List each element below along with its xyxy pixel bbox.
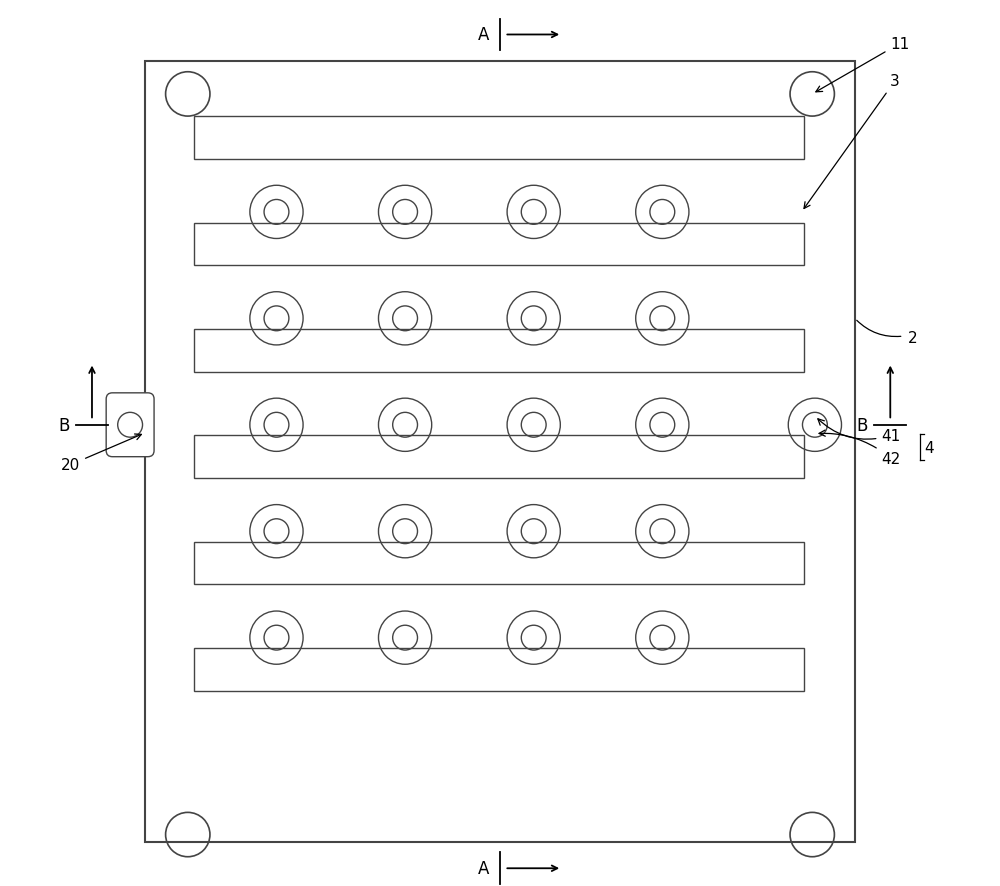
Text: A: A — [478, 27, 489, 44]
Text: B: B — [58, 416, 70, 434]
Bar — [194, 436, 804, 478]
Text: 42: 42 — [819, 431, 901, 466]
Text: 20: 20 — [61, 434, 141, 472]
Text: 2: 2 — [908, 331, 918, 346]
Text: 4: 4 — [924, 441, 934, 455]
Text: 3: 3 — [804, 74, 900, 209]
Bar — [194, 542, 804, 585]
Bar — [194, 117, 804, 159]
FancyBboxPatch shape — [106, 393, 154, 457]
Bar — [194, 330, 804, 372]
Text: 11: 11 — [816, 37, 910, 93]
Bar — [194, 223, 804, 266]
Bar — [194, 649, 804, 691]
Text: B: B — [857, 416, 868, 434]
Text: 41: 41 — [818, 419, 901, 443]
Text: A: A — [478, 859, 489, 877]
Bar — [145, 62, 855, 842]
